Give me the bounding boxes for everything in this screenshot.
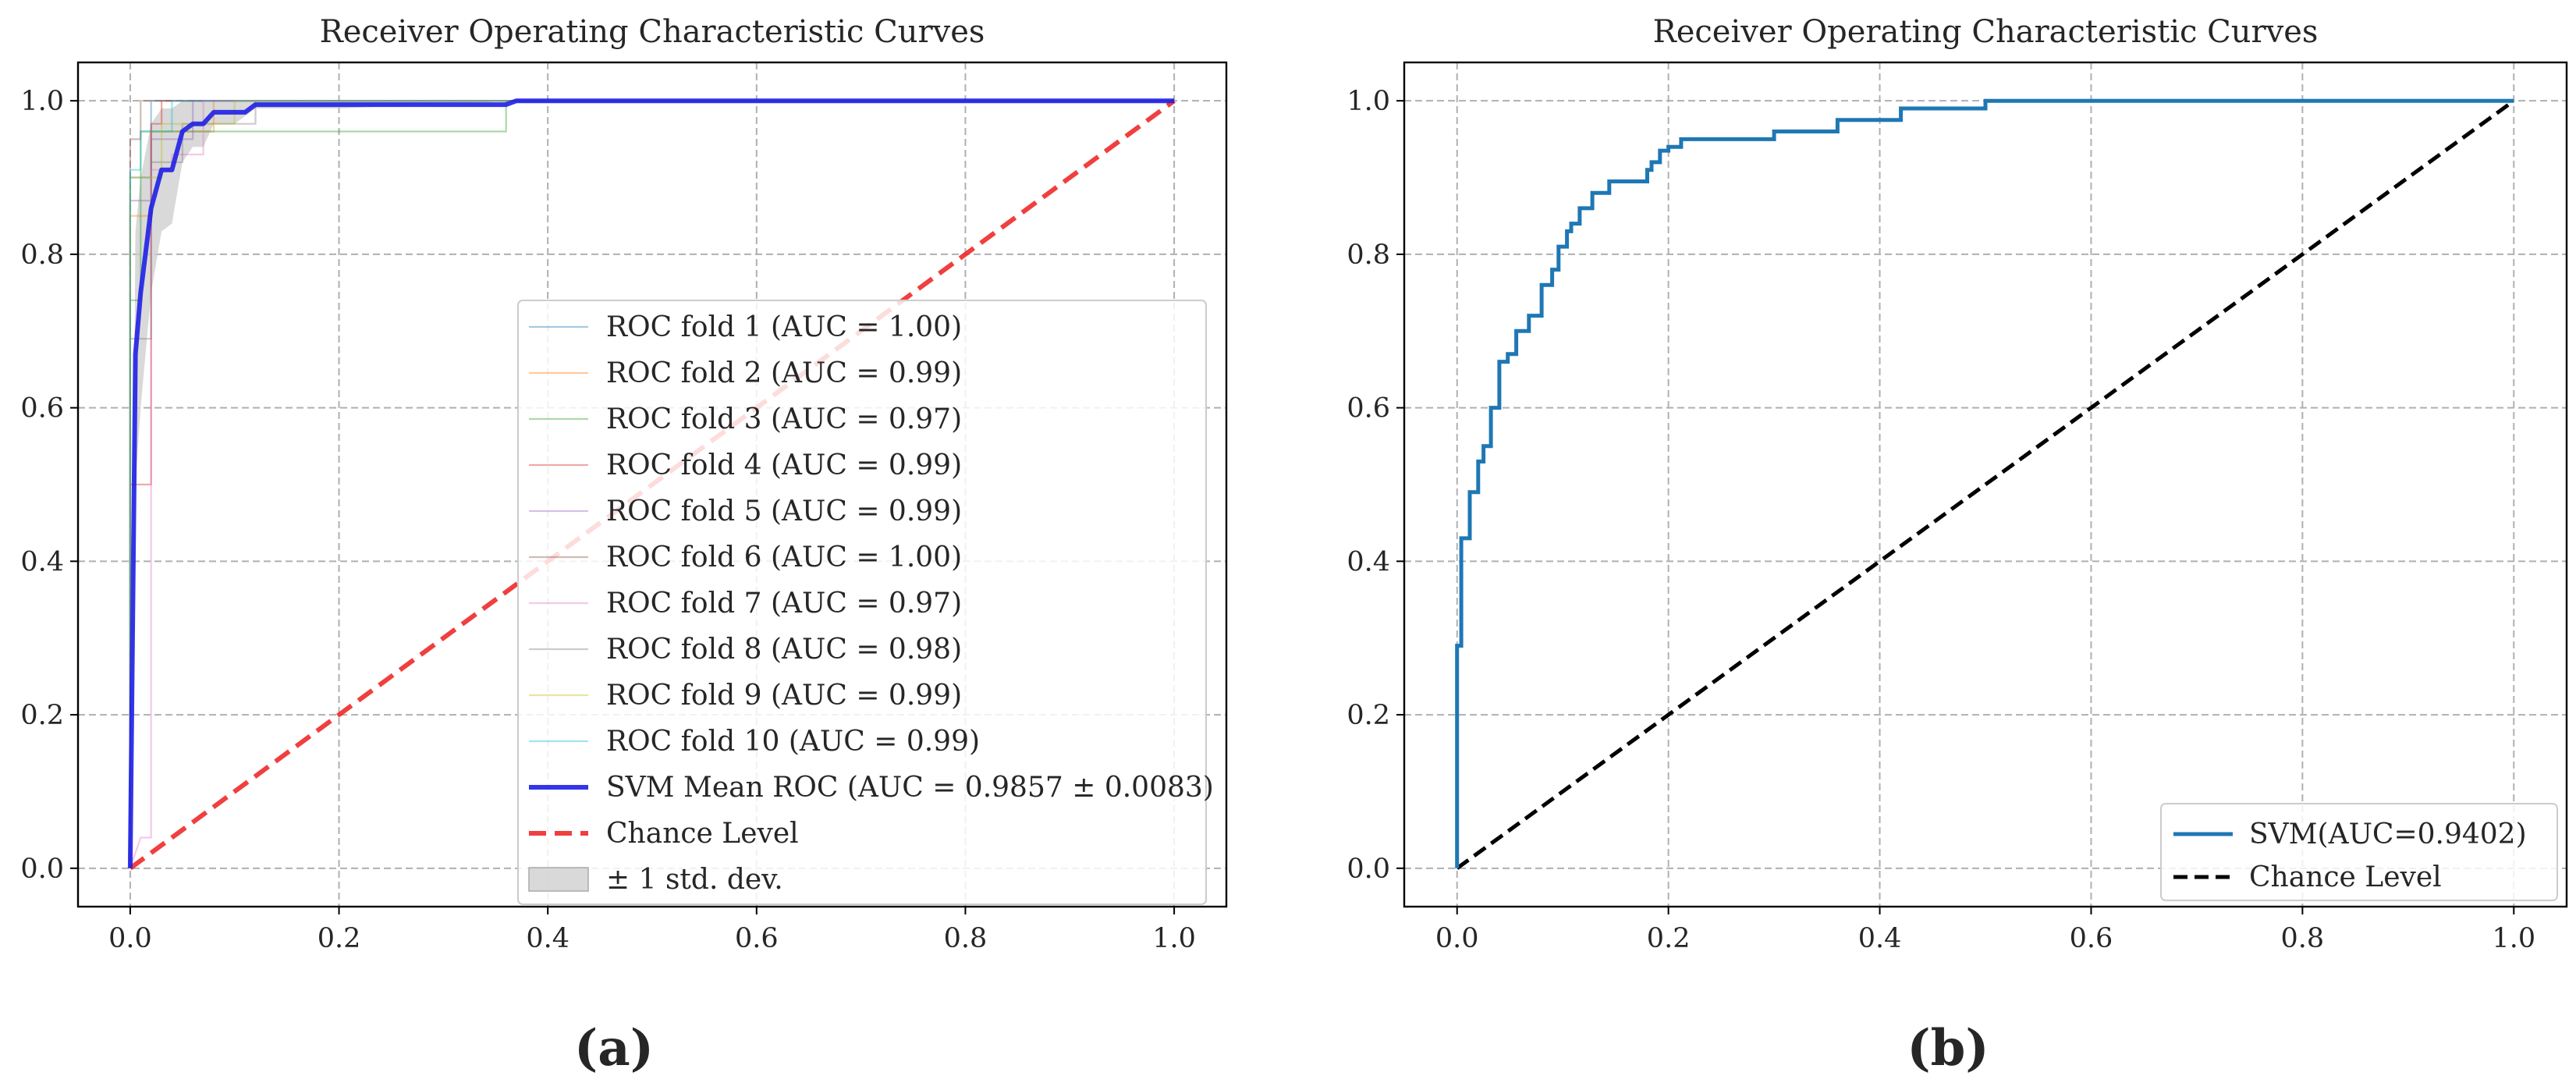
- legend-label: ROC fold 6 (AUC = 1.00): [606, 541, 962, 573]
- legend-label: ROC fold 9 (AUC = 0.99): [606, 680, 962, 712]
- panel-a-ticks: 0.0 0.2 0.4 0.6 0.8 1.0 0.0 0.2 0.4 0.6 0.8 1.0: [20, 86, 1196, 954]
- legend-label: ROC fold 7 (AUC = 0.97): [606, 588, 962, 620]
- a-xtick-label: 1.0: [1152, 923, 1196, 954]
- roc-fold-6-line: [129, 100, 1175, 868]
- svm-mean-roc-line: [127, 98, 1175, 868]
- panel-a-data: [127, 98, 1176, 871]
- a-ytick-label: 0.0: [20, 854, 64, 885]
- panel-b-legend: SVM(AUC=0.9402) Chance Level: [2160, 803, 2558, 901]
- legend-label: Chance Level: [2249, 861, 2442, 893]
- legend-label: ROC fold 4 (AUC = 0.99): [606, 449, 962, 481]
- b-ytick-label: 0.2: [1347, 700, 1390, 731]
- legend-label: ROC fold 10 (AUC = 0.99): [606, 726, 980, 758]
- a-ytick-label: 0.6: [20, 393, 64, 424]
- roc-fold-1-line: [129, 100, 1175, 868]
- panel-a-axes-frame: [76, 61, 1228, 908]
- legend-label: ± 1 std. dev.: [606, 864, 783, 896]
- roc-fold-4-line: [129, 100, 1175, 868]
- panel-b: 0.0 0.2 0.4 0.6 0.8 1.0 0.0 0.2 0.4 0.6 0.8 1.0 Rec…: [1347, 14, 2568, 1078]
- roc-fold-2-line: [129, 100, 1175, 868]
- a-xtick-label: 0.0: [108, 923, 152, 954]
- panel-a-label: (a): [574, 1019, 654, 1078]
- a-ytick-label: 1.0: [20, 86, 64, 117]
- b-ytick-label: 0.6: [1347, 393, 1390, 424]
- a-ytick-label: 0.8: [20, 240, 64, 271]
- b-xtick-label: 0.6: [2070, 923, 2113, 954]
- panel-b-ticks: 0.0 0.2 0.4 0.6 0.8 1.0 0.0 0.2 0.4 0.6 0.8 1.0: [1347, 86, 2535, 954]
- legend-label: SVM(AUC=0.9402): [2249, 818, 2527, 850]
- svm-roc-line: [1455, 98, 2514, 868]
- chance-level-line: [1456, 99, 2515, 870]
- legend-label: SVM Mean ROC (AUC = 0.9857 ± 0.0083): [606, 772, 1214, 804]
- legend-label: ROC fold 8 (AUC = 0.98): [606, 634, 962, 666]
- legend-label: Chance Level: [606, 818, 799, 850]
- panel-b-legend-box: [2160, 803, 2558, 901]
- legend-label: ROC fold 3 (AUC = 0.97): [606, 403, 962, 435]
- b-xtick-label: 0.0: [1435, 923, 1479, 954]
- b-ytick-label: 1.0: [1347, 86, 1390, 117]
- panel-b-axes-frame: [1403, 61, 2568, 908]
- b-xtick-label: 0.8: [2281, 923, 2325, 954]
- b-ytick-label: 0.8: [1347, 240, 1390, 271]
- b-ytick-label: 0.4: [1347, 546, 1390, 577]
- legend-std-dev-swatch: [528, 867, 589, 892]
- roc-fold-9-line: [129, 100, 1175, 868]
- legend-label: ROC fold 2 (AUC = 0.99): [606, 357, 962, 389]
- b-xtick-label: 1.0: [2492, 923, 2535, 954]
- panel-b-label: (b): [1907, 1019, 1989, 1078]
- panel-b-data: [1455, 98, 2515, 870]
- legend-label: ROC fold 1 (AUC = 1.00): [606, 311, 962, 343]
- b-ytick-label: 0.0: [1347, 854, 1390, 885]
- b-xtick-label: 0.4: [1858, 923, 1902, 954]
- b-xtick-label: 0.2: [1647, 923, 1691, 954]
- panel-a-title: Receiver Operating Characteristic Curves: [320, 14, 985, 50]
- a-xtick-label: 0.2: [318, 923, 361, 954]
- legend-label: ROC fold 5 (AUC = 0.99): [606, 495, 962, 527]
- panel-a-legend-box: [517, 300, 1207, 905]
- a-ytick-label: 0.4: [20, 546, 64, 577]
- a-xtick-label: 0.6: [735, 923, 779, 954]
- a-ytick-label: 0.2: [20, 700, 64, 731]
- a-xtick-label: 0.4: [526, 923, 569, 954]
- panel-a-legend: ROC fold 1 (AUC = 1.00) ROC fold 2 (AUC =…: [517, 300, 1214, 905]
- roc-fold-10-line: [129, 100, 1175, 868]
- a-xtick-label: 0.8: [944, 923, 988, 954]
- roc-fold-5-line: [129, 100, 1175, 868]
- panel-a: 0.0 0.2 0.4 0.6 0.8 1.0 0.0 0.2 0.4 0.6 0.8 1.0 Rec…: [20, 14, 1228, 1078]
- panel-b-title: Receiver Operating Characteristic Curves: [1653, 14, 2319, 50]
